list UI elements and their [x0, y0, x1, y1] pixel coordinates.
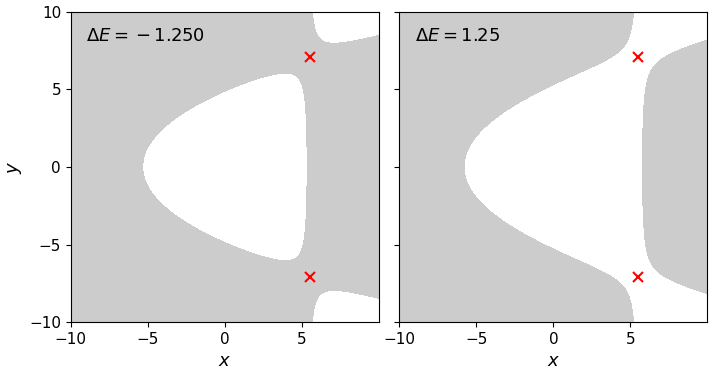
Text: $\Delta E = 1.25$: $\Delta E = 1.25$ — [415, 27, 500, 45]
X-axis label: $x$: $x$ — [218, 352, 232, 370]
Text: $\Delta E = -1.250$: $\Delta E = -1.250$ — [86, 27, 205, 45]
X-axis label: $x$: $x$ — [547, 352, 560, 370]
Y-axis label: $y$: $y$ — [6, 160, 24, 173]
